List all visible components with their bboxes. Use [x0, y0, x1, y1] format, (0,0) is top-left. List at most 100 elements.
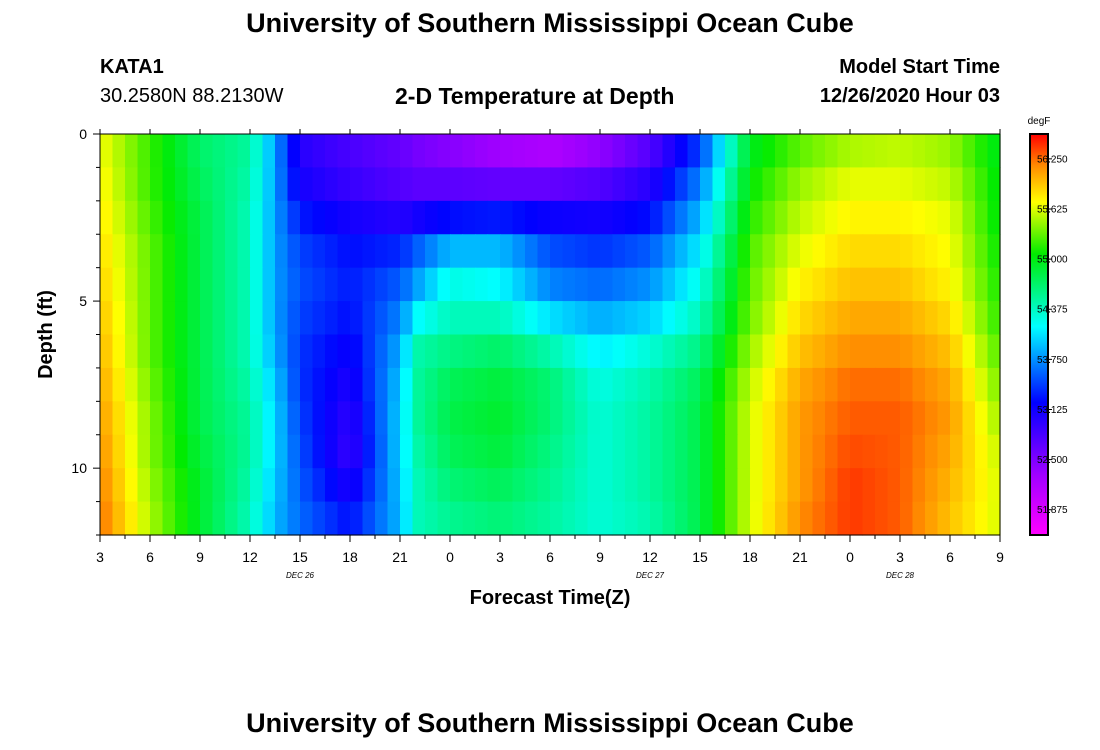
heatmap-cell [225, 200, 239, 235]
heatmap-cell [750, 501, 764, 536]
heatmap-cell [762, 401, 776, 436]
heatmap-cell [262, 434, 276, 469]
heatmap-cell [200, 501, 214, 536]
heatmap-cell [650, 301, 664, 336]
heatmap-cell [875, 367, 889, 402]
heatmap-cell [437, 234, 451, 269]
heatmap-cell [487, 401, 501, 436]
heatmap-cell [112, 301, 126, 336]
page-title: University of Southern Mississippi Ocean… [246, 8, 854, 38]
heatmap-cell [625, 234, 639, 269]
heatmap-cell [150, 200, 164, 235]
heatmap-cell [200, 468, 214, 503]
heatmap-cell [225, 167, 239, 202]
heatmap-cell [975, 200, 989, 235]
heatmap-cell [912, 401, 926, 436]
heatmap-cell [825, 167, 839, 202]
heatmap-cell [800, 367, 814, 402]
heatmap-cell [212, 234, 226, 269]
heatmap-cell [775, 468, 789, 503]
heatmap-cell [862, 434, 876, 469]
heatmap-cell [150, 468, 164, 503]
heatmap-cell [675, 301, 689, 336]
heatmap-cell [162, 167, 176, 202]
heatmap-cell [300, 234, 314, 269]
heatmap-cell [100, 234, 114, 269]
heatmap-cell [712, 134, 726, 169]
heatmap-cell [875, 167, 889, 202]
heatmap-cell [137, 200, 151, 235]
heatmap-cell [237, 501, 251, 536]
heatmap-cell [300, 334, 314, 369]
heatmap-cell [562, 200, 576, 235]
heatmap-cell [225, 334, 239, 369]
heatmap-cell [675, 367, 689, 402]
heatmap-cell [650, 468, 664, 503]
heatmap-cell [562, 367, 576, 402]
heatmap-cell [387, 367, 401, 402]
heatmap-cell [875, 334, 889, 369]
heatmap-cell [800, 468, 814, 503]
heatmap-cell [775, 334, 789, 369]
heatmap-cell [525, 401, 539, 436]
heatmap-cell [750, 334, 764, 369]
heatmap-cell [387, 167, 401, 202]
heatmap-cell [175, 334, 189, 369]
heatmap-cell [850, 401, 864, 436]
heatmap-cell [600, 501, 614, 536]
heatmap-cell [562, 301, 576, 336]
heatmap-cell [225, 401, 239, 436]
heatmap-cell [187, 334, 201, 369]
heatmap-cell [987, 334, 1001, 369]
heatmap-cell [287, 301, 301, 336]
heatmap-cell [362, 200, 376, 235]
heatmap-cell [462, 200, 476, 235]
heatmap-cell [937, 134, 951, 169]
heatmap-cell [412, 434, 426, 469]
heatmap-cell [937, 267, 951, 302]
heatmap-cell [100, 501, 114, 536]
heatmap-cell [875, 301, 889, 336]
heatmap-cell [962, 301, 976, 336]
heatmap-cell [775, 234, 789, 269]
heatmap-cell [875, 134, 889, 169]
heatmap-cell [962, 501, 976, 536]
heatmap-cell [400, 167, 414, 202]
heatmap-cell [550, 501, 564, 536]
heatmap-cell [737, 434, 751, 469]
heatmap-cell [212, 367, 226, 402]
heatmap-cell [750, 401, 764, 436]
heatmap-cell [300, 434, 314, 469]
heatmap-cell [712, 401, 726, 436]
heatmap-cell [537, 167, 551, 202]
heatmap-cell [912, 434, 926, 469]
heatmap-cell [887, 134, 901, 169]
heatmap-cell [537, 267, 551, 302]
heatmap-cell [412, 468, 426, 503]
heatmap-cell [575, 234, 589, 269]
heatmap-cell [550, 267, 564, 302]
heatmap-cell [925, 234, 939, 269]
heatmap-cell [475, 134, 489, 169]
colorbar-label: 54.375 [1037, 305, 1068, 316]
heatmap-cell [500, 234, 514, 269]
heatmap-cell [925, 334, 939, 369]
heatmap-cell [800, 501, 814, 536]
heatmap-cell [112, 234, 126, 269]
heatmap-cell [850, 501, 864, 536]
y-tick-label: 5 [79, 293, 87, 309]
heatmap-cell [450, 267, 464, 302]
heatmap-cell [937, 234, 951, 269]
heatmap-cell [175, 434, 189, 469]
heatmap-cell [725, 401, 739, 436]
heatmap-cell [450, 401, 464, 436]
heatmap-cell [112, 167, 126, 202]
heatmap-cell [950, 334, 964, 369]
heatmap-cell [475, 167, 489, 202]
x-tick-label: 15 [292, 549, 308, 565]
heatmap-cell [637, 367, 651, 402]
heatmap-cell [475, 434, 489, 469]
heatmap-cell [612, 301, 626, 336]
heatmap-cell [237, 434, 251, 469]
heatmap-cell [762, 334, 776, 369]
